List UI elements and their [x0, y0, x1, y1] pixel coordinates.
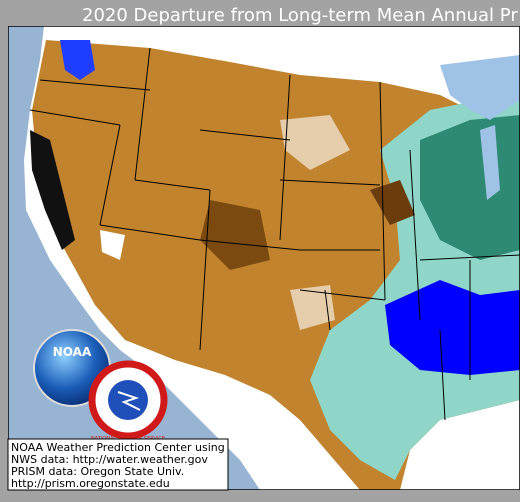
- wet-northwest: [60, 40, 95, 80]
- near-normal-area: [280, 115, 350, 170]
- map-area: [8, 26, 520, 490]
- credit-line: http://prism.oregonstate.edu: [11, 477, 170, 490]
- nws-bolt: [117, 391, 141, 411]
- credits-box: [7, 438, 229, 491]
- near-normal-area: [290, 285, 335, 330]
- state-borders: [29, 47, 520, 421]
- credits: NOAA Weather Prediction Center using NWS…: [11, 441, 225, 490]
- credit-line: NWS data: http://water.weather.gov: [11, 453, 208, 466]
- map-title: 2020 Departure from Long-term Mean Annua…: [82, 5, 518, 26]
- dry-core: [370, 180, 415, 225]
- driest-coast: [30, 130, 75, 250]
- great-lakes: [480, 125, 500, 200]
- noaa-label: NOAA: [53, 345, 92, 359]
- dry-core: [200, 200, 270, 270]
- near-normal-area: [100, 230, 125, 260]
- great-lakes: [440, 55, 520, 120]
- credit-line: PRISM data: Oregon State Univ.: [11, 465, 184, 478]
- credit-line: NOAA Weather Prediction Center using: [11, 441, 225, 454]
